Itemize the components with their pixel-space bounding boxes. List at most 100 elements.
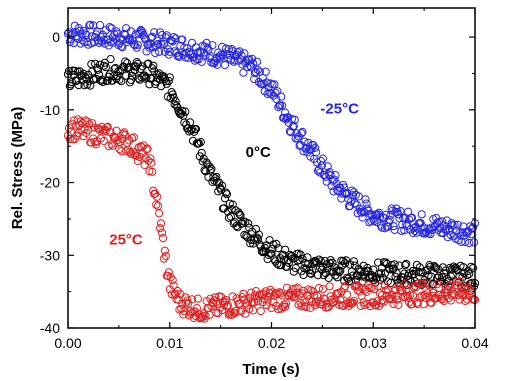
- data-point: [137, 142, 146, 152]
- data-point: [80, 124, 89, 133]
- data-point: [282, 262, 292, 271]
- data-point: [314, 255, 324, 264]
- data-point: [209, 172, 218, 182]
- data-point: [323, 162, 332, 171]
- data-point: [105, 23, 114, 32]
- data-point: [278, 101, 287, 110]
- data-point: [239, 68, 248, 77]
- data-point: [178, 35, 187, 44]
- data-point: [238, 293, 247, 302]
- data-point: [271, 88, 280, 97]
- data-point: [253, 65, 262, 75]
- data-point: [336, 183, 345, 193]
- series-2: [63, 115, 480, 323]
- data-point: [157, 228, 167, 237]
- data-point: [194, 139, 203, 148]
- data-point: [98, 77, 108, 87]
- data-point: [318, 285, 327, 294]
- data-point: [270, 80, 279, 89]
- data-point: [207, 164, 216, 173]
- data-point: [142, 145, 151, 154]
- data-point: [150, 28, 159, 37]
- data-point: [90, 38, 99, 47]
- data-point: [463, 271, 472, 280]
- data-point: [297, 129, 306, 138]
- data-point: [313, 271, 323, 280]
- y-tick-label: -30: [40, 247, 60, 263]
- data-point: [354, 192, 363, 201]
- data-point: [78, 36, 87, 45]
- data-point: [249, 306, 258, 315]
- data-point: [228, 292, 237, 301]
- data-point: [426, 230, 435, 239]
- data-point: [101, 63, 110, 72]
- data-point: [425, 261, 434, 270]
- data-point: [465, 238, 474, 248]
- data-point: [179, 310, 188, 319]
- data-point: [235, 47, 244, 56]
- data-point: [112, 126, 121, 135]
- data-point: [230, 56, 239, 65]
- data-point: [343, 290, 352, 299]
- data-point: [414, 279, 423, 288]
- data-point: [213, 60, 222, 69]
- data-point: [367, 217, 376, 226]
- data-point: [106, 55, 115, 64]
- y-tick-label: -10: [40, 102, 60, 118]
- data-point: [130, 41, 139, 50]
- x-tick-label: 0.04: [461, 335, 488, 351]
- data-point: [178, 106, 187, 115]
- data-point: [336, 266, 345, 275]
- data-point: [220, 194, 230, 203]
- data-point: [222, 302, 231, 311]
- data-point: [349, 257, 358, 266]
- data-point: [396, 207, 405, 216]
- data-point: [273, 87, 282, 96]
- data-point: [93, 65, 103, 74]
- data-point: [272, 239, 281, 248]
- data-point: [164, 268, 173, 277]
- data-point: [321, 269, 330, 278]
- data-point: [156, 82, 166, 91]
- data-point: [358, 213, 367, 222]
- data-point: [423, 289, 432, 298]
- data-point: [156, 40, 166, 49]
- data-point: [256, 307, 265, 316]
- data-point: [461, 296, 470, 306]
- data-point: [84, 125, 93, 134]
- data-point: [142, 73, 151, 82]
- data-point: [133, 40, 142, 49]
- data-point: [143, 144, 152, 153]
- data-point: [357, 272, 366, 281]
- data-point: [461, 237, 470, 247]
- data-point: [117, 77, 126, 86]
- data-point: [85, 21, 94, 30]
- data-point: [261, 67, 270, 76]
- data-point: [224, 310, 233, 319]
- annotation-layer: -25°C 0°C 25°C: [109, 100, 359, 248]
- data-point: [252, 57, 262, 66]
- data-point: [227, 205, 236, 214]
- data-point: [126, 149, 136, 158]
- data-point: [208, 298, 217, 307]
- data-point: [129, 133, 138, 142]
- data-point: [441, 266, 450, 275]
- data-point: [155, 47, 164, 56]
- data-point: [329, 187, 338, 196]
- data-point: [296, 250, 305, 259]
- data-point: [175, 52, 184, 62]
- data-point: [290, 292, 299, 301]
- data-point: [187, 295, 197, 304]
- data-point: [154, 201, 163, 210]
- data-point: [181, 53, 190, 62]
- data-point: [83, 117, 92, 126]
- series-1: [63, 55, 480, 292]
- data-point: [444, 277, 453, 286]
- data-point: [338, 189, 347, 198]
- data-point: [302, 303, 311, 312]
- tick-layer: 0.00 0.01 0.02 0.03 0.04 0 -10 -20 -30 -40: [40, 8, 489, 351]
- data-point: [281, 245, 290, 254]
- data-point: [126, 27, 136, 36]
- x-tick-label: 0.00: [54, 335, 81, 351]
